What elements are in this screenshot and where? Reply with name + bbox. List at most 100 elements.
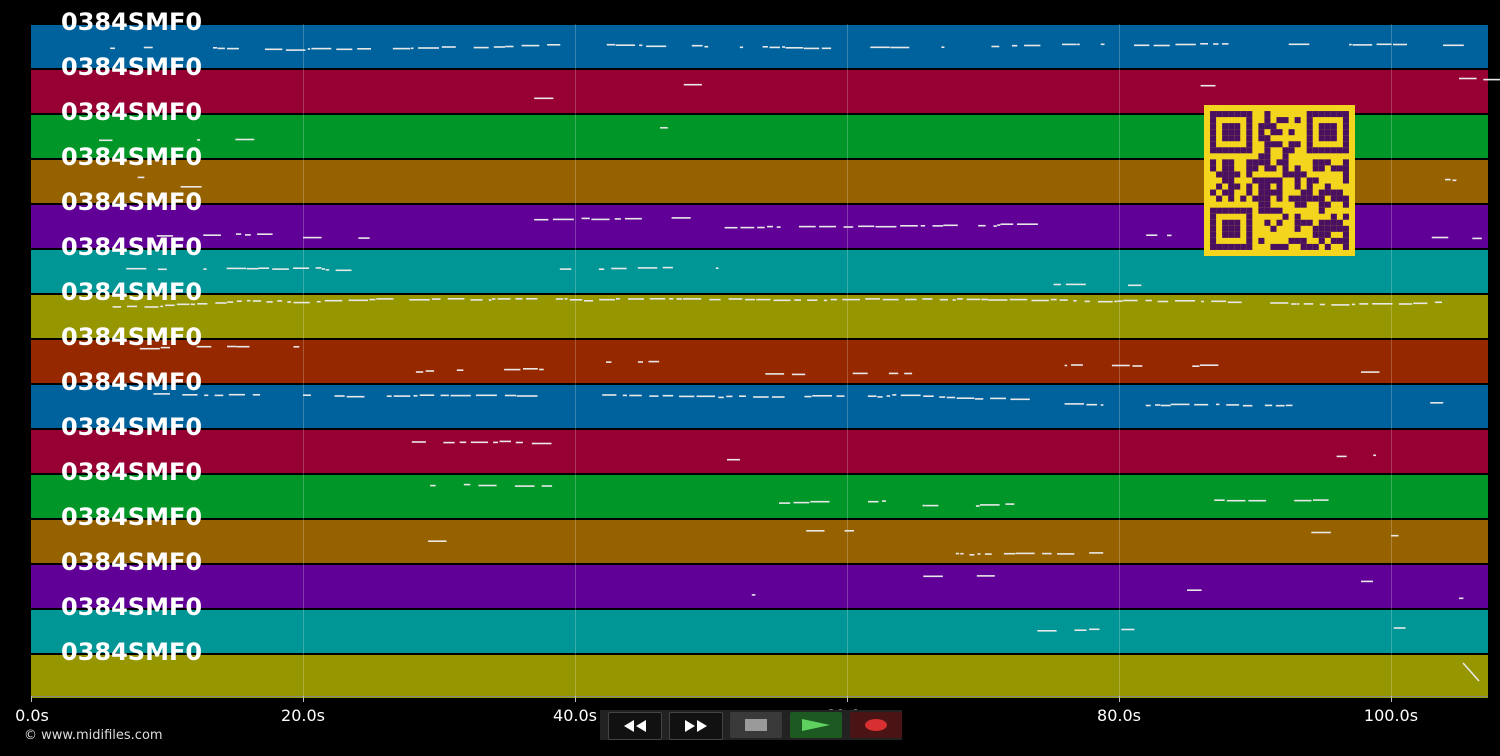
note-mark	[794, 299, 801, 301]
note-mark	[726, 395, 733, 398]
note-mark	[357, 48, 371, 50]
note-mark	[990, 397, 1006, 400]
note-mark	[1472, 237, 1482, 240]
note-mark	[190, 303, 195, 306]
note-mark	[180, 186, 202, 188]
note-mark	[1192, 365, 1200, 367]
note-mark	[923, 395, 934, 397]
note-mark	[227, 301, 234, 303]
note-mark	[515, 298, 523, 300]
note-mark	[321, 268, 326, 270]
note-mark	[569, 299, 583, 301]
axis-tick-mark	[1391, 696, 1392, 702]
note-mark	[157, 268, 167, 271]
note-mark	[325, 269, 330, 271]
note-mark	[779, 502, 791, 504]
note-mark	[393, 395, 411, 397]
fast-forward-button[interactable]	[669, 712, 723, 740]
time-tick-label: 80.0s	[1097, 706, 1141, 725]
note-mark	[977, 553, 981, 555]
note-mark	[293, 267, 310, 269]
note-mark	[628, 298, 644, 300]
gridline	[1391, 24, 1392, 696]
note-mark	[1024, 44, 1041, 47]
note-mark	[203, 268, 207, 270]
track-lane	[31, 610, 1488, 653]
play-button[interactable]	[790, 712, 842, 738]
note-mark	[1319, 303, 1325, 306]
note-mark	[475, 394, 497, 397]
note-mark	[904, 372, 913, 375]
note-mark	[1074, 629, 1087, 631]
note-mark	[890, 46, 910, 49]
note-mark	[602, 394, 617, 396]
note-mark	[900, 225, 918, 227]
note-mark	[1064, 403, 1084, 405]
note-mark	[1157, 300, 1169, 303]
note-mark	[541, 485, 553, 487]
note-mark	[1071, 364, 1083, 366]
note-mark	[196, 345, 212, 348]
note-mark	[143, 46, 153, 49]
note-mark	[1221, 43, 1229, 45]
note-mark	[691, 44, 703, 47]
note-mark	[285, 49, 306, 51]
note-mark	[1331, 304, 1350, 306]
note-mark	[252, 394, 261, 396]
note-mark	[197, 303, 208, 305]
note-mark	[943, 224, 958, 227]
note-mark	[769, 46, 780, 49]
note-mark	[806, 530, 825, 532]
track-lane	[31, 430, 1488, 473]
gridline	[303, 24, 304, 696]
fast-forward-icon	[685, 720, 707, 732]
note-mark	[559, 268, 572, 270]
note-mark	[235, 233, 242, 235]
note-mark	[505, 45, 514, 48]
note-mark	[858, 225, 875, 228]
note-mark	[709, 298, 721, 301]
axis-tick-mark	[847, 696, 848, 702]
note-mark	[277, 300, 283, 302]
note-mark	[724, 226, 738, 229]
gridline	[575, 24, 576, 696]
record-button[interactable]	[850, 712, 902, 738]
note-mark	[1452, 179, 1457, 182]
note-mark	[1352, 44, 1373, 46]
note-mark	[1145, 404, 1151, 407]
note-mark	[1073, 300, 1077, 302]
note-mark	[739, 395, 746, 397]
note-mark	[376, 298, 394, 300]
note-mark	[882, 500, 886, 502]
note-mark	[1062, 43, 1077, 46]
note-mark	[127, 305, 138, 308]
note-mark	[660, 127, 668, 129]
note-mark	[1242, 404, 1253, 407]
track-label: 0384SMF0	[61, 413, 203, 441]
copyright-text: © www.midifiles.com	[24, 728, 163, 743]
note-mark	[287, 301, 291, 303]
note-mark	[676, 298, 683, 300]
rewind-button[interactable]	[608, 712, 662, 740]
note-mark	[293, 346, 300, 348]
note-mark	[649, 395, 659, 397]
note-mark	[214, 394, 224, 397]
transport-controls	[600, 710, 902, 740]
note-mark	[988, 299, 1008, 301]
note-mark	[227, 345, 237, 348]
note-mark	[821, 47, 832, 50]
stop-button[interactable]	[730, 712, 782, 738]
qr-code[interactable]	[1204, 105, 1355, 256]
note-mark	[144, 306, 159, 308]
note-mark	[246, 299, 251, 302]
note-mark	[629, 394, 642, 397]
note-mark	[751, 594, 756, 596]
note-mark	[981, 298, 988, 301]
note-mark	[1336, 455, 1347, 458]
note-mark	[418, 47, 439, 49]
note-mark	[900, 394, 921, 397]
note-mark	[1413, 302, 1428, 305]
note-mark	[888, 372, 899, 375]
note-mark	[803, 47, 820, 50]
note-mark	[1031, 299, 1049, 302]
